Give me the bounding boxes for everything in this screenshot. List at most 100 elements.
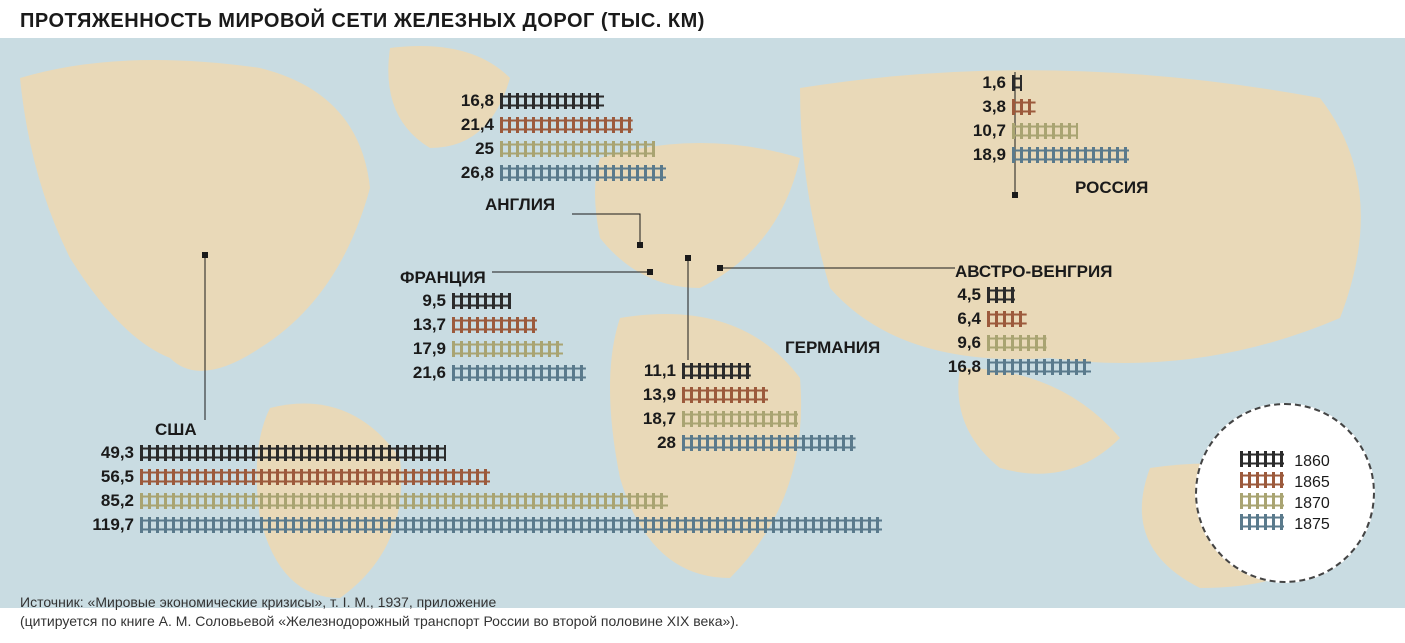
track-value: 49,3 xyxy=(78,443,140,463)
railroad-track-icon xyxy=(1012,123,1078,139)
track-value: 9,5 xyxy=(400,291,452,311)
track-value: 10,7 xyxy=(960,121,1012,141)
railroad-track-icon xyxy=(1240,514,1284,535)
railroad-track-icon xyxy=(452,365,586,381)
railroad-track-icon xyxy=(1240,451,1284,472)
map-marker-austria xyxy=(717,265,723,271)
track-row: 26,8 xyxy=(448,162,666,184)
country-data-austria: 4,5 6,4 9,6 16,8 xyxy=(935,284,1091,380)
source-line1: Источник: «Мировые экономические кризисы… xyxy=(20,593,739,612)
track-row: 18,9 xyxy=(960,144,1129,166)
track-row: 16,8 xyxy=(448,90,666,112)
track-value: 85,2 xyxy=(78,491,140,511)
track-value: 18,9 xyxy=(960,145,1012,165)
track-value: 11,1 xyxy=(630,361,682,381)
leader-line-england xyxy=(572,214,640,245)
track-value: 16,8 xyxy=(448,91,500,111)
track-value: 3,8 xyxy=(960,97,1012,117)
track-row: 18,7 xyxy=(630,408,856,430)
railroad-track-icon xyxy=(1240,472,1284,493)
track-value: 9,6 xyxy=(935,333,987,353)
railroad-track-icon xyxy=(682,411,798,427)
railroad-track-icon xyxy=(1012,99,1036,115)
railroad-track-icon xyxy=(1012,75,1022,91)
railroad-track-icon xyxy=(140,469,490,485)
track-value: 13,9 xyxy=(630,385,682,405)
track-row: 9,6 xyxy=(935,332,1091,354)
page-title: ПРОТЯЖЕННОСТЬ МИРОВОЙ СЕТИ ЖЕЛЕЗНЫХ ДОРО… xyxy=(20,10,705,33)
legend-year: 1875 xyxy=(1294,516,1330,534)
map-marker-germany xyxy=(685,255,691,261)
track-row: 21,6 xyxy=(400,362,586,384)
legend-year: 1865 xyxy=(1294,474,1330,492)
track-value: 17,9 xyxy=(400,339,452,359)
country-label-austria: АВСТРО-ВЕНГРИЯ xyxy=(955,262,1112,282)
track-row: 56,5 xyxy=(78,466,882,488)
track-value: 26,8 xyxy=(448,163,500,183)
track-row: 16,8 xyxy=(935,356,1091,378)
railroad-track-icon xyxy=(1012,147,1129,163)
track-row: 119,7 xyxy=(78,514,882,536)
legend-row: 1865 xyxy=(1240,472,1330,493)
track-row: 1,6 xyxy=(960,72,1129,94)
map-marker-usa xyxy=(202,252,208,258)
railroad-track-icon xyxy=(500,165,666,181)
railroad-track-icon xyxy=(1240,493,1284,514)
legend-year: 1870 xyxy=(1294,495,1330,513)
railroad-track-icon xyxy=(987,335,1047,351)
track-value: 21,4 xyxy=(448,115,500,135)
railroad-track-icon xyxy=(140,445,446,461)
country-data-france: 9,5 13,7 17,9 21,6 xyxy=(400,290,586,386)
railroad-track-icon xyxy=(987,287,1015,303)
railroad-track-icon xyxy=(452,341,563,357)
railroad-track-icon xyxy=(682,387,768,403)
railroad-track-icon xyxy=(500,93,604,109)
track-row: 6,4 xyxy=(935,308,1091,330)
track-row: 4,5 xyxy=(935,284,1091,306)
legend: 1860 1865 1870 1875 xyxy=(1195,403,1375,583)
track-value: 1,6 xyxy=(960,73,1012,93)
legend-row: 1860 xyxy=(1240,451,1330,472)
legend-year: 1860 xyxy=(1294,453,1330,471)
track-value: 18,7 xyxy=(630,409,682,429)
railroad-track-icon xyxy=(140,493,668,509)
source-line2: (цитируется по книге А. М. Соловьевой «Ж… xyxy=(20,612,739,631)
railroad-track-icon xyxy=(500,141,655,157)
track-value: 16,8 xyxy=(935,357,987,377)
track-row: 13,9 xyxy=(630,384,856,406)
track-row: 13,7 xyxy=(400,314,586,336)
country-label-usa: США xyxy=(155,420,197,440)
railroad-track-icon xyxy=(500,117,633,133)
track-row: 21,4 xyxy=(448,114,666,136)
country-label-germany: ГЕРМАНИЯ xyxy=(785,338,880,358)
country-data-england: 16,8 21,4 25 26,8 xyxy=(448,90,666,186)
map-marker-russia xyxy=(1012,192,1018,198)
track-row: 25 xyxy=(448,138,666,160)
map-marker-england xyxy=(637,242,643,248)
railroad-track-icon xyxy=(140,517,882,533)
country-data-russia: 1,6 3,8 10,7 18,9 xyxy=(960,72,1129,168)
track-value: 119,7 xyxy=(78,515,140,535)
track-value: 56,5 xyxy=(78,467,140,487)
track-value: 25 xyxy=(448,139,500,159)
track-row: 10,7 xyxy=(960,120,1129,142)
track-row: 17,9 xyxy=(400,338,586,360)
railroad-track-icon xyxy=(452,317,537,333)
track-row: 3,8 xyxy=(960,96,1129,118)
track-value: 21,6 xyxy=(400,363,452,383)
legend-row: 1875 xyxy=(1240,514,1330,535)
track-value: 6,4 xyxy=(935,309,987,329)
track-value: 4,5 xyxy=(935,285,987,305)
railroad-track-icon xyxy=(987,311,1027,327)
leader-lines xyxy=(0,0,1405,643)
country-label-france: ФРАНЦИЯ xyxy=(400,268,486,288)
track-row: 85,2 xyxy=(78,490,882,512)
track-value: 13,7 xyxy=(400,315,452,335)
map-marker-france xyxy=(647,269,653,275)
track-row: 49,3 xyxy=(78,442,882,464)
railroad-track-icon xyxy=(987,359,1091,375)
track-row: 9,5 xyxy=(400,290,586,312)
country-data-usa: 49,3 56,5 85,2 119,7 xyxy=(78,442,882,538)
legend-row: 1870 xyxy=(1240,493,1330,514)
country-label-russia: РОССИЯ xyxy=(1075,178,1148,198)
